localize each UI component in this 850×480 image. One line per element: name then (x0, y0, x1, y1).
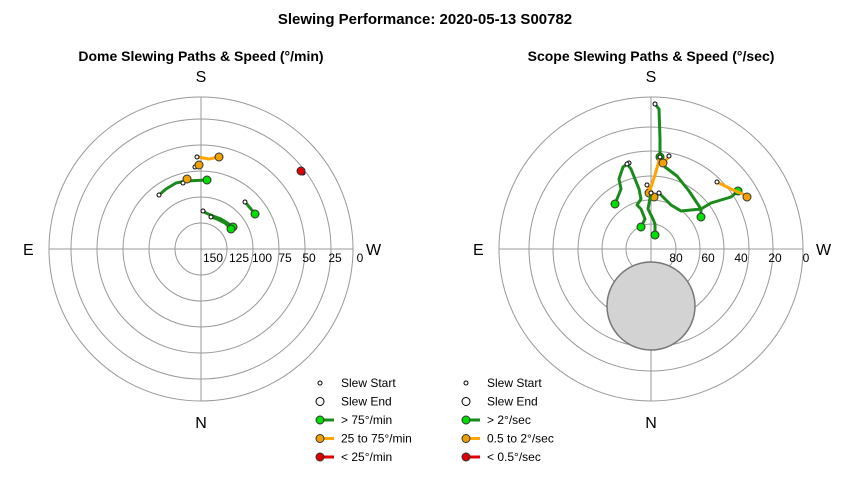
scope-subtitle: Scope Slewing Paths & Speed (°/sec) (528, 48, 775, 64)
scope-slew-end-point (636, 222, 646, 232)
dome-tick-label: 100 (252, 251, 272, 265)
scope-compass-top: S (646, 69, 657, 86)
scope-slew-start-point (656, 190, 662, 196)
dome-slew-start-point (242, 199, 248, 205)
scope-tick-label: 40 (734, 251, 748, 265)
dome-legend-marker-fast (315, 415, 325, 425)
scope-compass-right: W (816, 242, 832, 259)
dome-compass-top: S (196, 69, 207, 86)
scope-slew-start-point (644, 182, 650, 188)
dome-slew-start-point (156, 192, 162, 198)
dome-legend-label: < 25°/min (341, 450, 392, 464)
dome-legend-label: Slew Start (341, 376, 396, 390)
scope-legend-marker-medium (461, 434, 471, 443)
scope-legend-label: 0.5 to 2°/sec (487, 432, 554, 446)
dome-compass-right: W (366, 242, 382, 259)
dome-slew-path-2 (157, 178, 209, 197)
scope-polar-plot: Scope Slewing Paths & Speed (°/sec) S N E W 8… (461, 48, 832, 464)
dome-slew-start-point (200, 208, 206, 214)
scope-slew-path-6 (646, 191, 657, 237)
scope-slew-path-4 (625, 162, 647, 229)
scope-slew-end-point (696, 212, 706, 222)
scope-slew-end-point (650, 230, 660, 240)
dome-tick-label: 50 (302, 251, 316, 265)
scope-slew-end-point (658, 158, 668, 168)
scope-slew-start-point (624, 161, 630, 167)
scope-legend-end-marker (461, 397, 471, 406)
dome-legend-end-marker (315, 397, 325, 406)
scope-compass-left: E (473, 242, 484, 259)
scope-slew-start-point (657, 154, 663, 160)
scope-tick-label: 60 (701, 251, 715, 265)
dome-legend-label: 25 to 75°/min (341, 432, 412, 446)
dome-tick-label: 0 (357, 251, 364, 265)
dome-tick-label: 25 (328, 251, 342, 265)
dome-tick-label: 150 (203, 251, 223, 265)
scope-legend-marker-slow (461, 452, 471, 462)
dome-slew-end-point (296, 166, 306, 176)
scope-tick-label: 80 (669, 251, 683, 265)
dome-compass-bottom: N (195, 415, 207, 432)
scope-legend-marker-fast (461, 415, 471, 425)
dome-polar-plot: Dome Slewing Paths & Speed (°/min) S N E W 15… (23, 48, 412, 464)
dome-tick-label: 125 (229, 251, 249, 265)
scope-legend-label: Slew Start (487, 376, 542, 390)
scope-slew-path-0 (653, 102, 662, 159)
scope-legend-label: Slew End (487, 395, 538, 409)
scope-legend-label: > 2°/sec (487, 413, 531, 427)
dome-legend-label: > 75°/min (341, 413, 392, 427)
chart-title: Slewing Performance: 2020-05-13 S00782 (278, 11, 572, 28)
scope-compass-bottom: N (645, 415, 657, 432)
dome-legend-marker-slow (315, 452, 325, 462)
scope-slew-start-point (652, 101, 658, 107)
scope-slew-path-7 (657, 189, 740, 213)
dome-slew-end-point (214, 152, 224, 162)
scope-legend-label: < 0.5°/sec (487, 450, 541, 464)
dome-slew-end-point (202, 175, 212, 185)
dome-legend-label: Slew End (341, 395, 392, 409)
dome-tick-label: 75 (278, 251, 292, 265)
dome-slew-start-point (194, 154, 200, 160)
scope-slew-start-point (648, 190, 654, 196)
dome-slew-end-point (226, 224, 236, 234)
dome-slew-start-point (208, 214, 214, 220)
scope-tick-label: 20 (768, 251, 782, 265)
dome-legend-start-marker (317, 380, 323, 386)
scope-tick-label: 0 (803, 251, 810, 265)
dome-slew-end-point (194, 160, 204, 170)
scope-slew-end-point (742, 192, 752, 202)
dome-legend-marker-medium (315, 434, 325, 443)
scope-slew-path-3 (613, 161, 631, 206)
scope-exclusion-zone (606, 261, 696, 351)
dome-slew-end-point (250, 209, 260, 219)
scope-slew-start-point (666, 153, 672, 159)
dome-slew-end-point (182, 174, 192, 184)
scope-slew-start-point (714, 179, 720, 185)
scope-slew-end-point (610, 199, 620, 209)
dome-compass-left: E (23, 242, 34, 259)
dome-subtitle: Dome Slewing Paths & Speed (°/min) (78, 48, 323, 64)
scope-legend-start-marker (463, 380, 469, 386)
